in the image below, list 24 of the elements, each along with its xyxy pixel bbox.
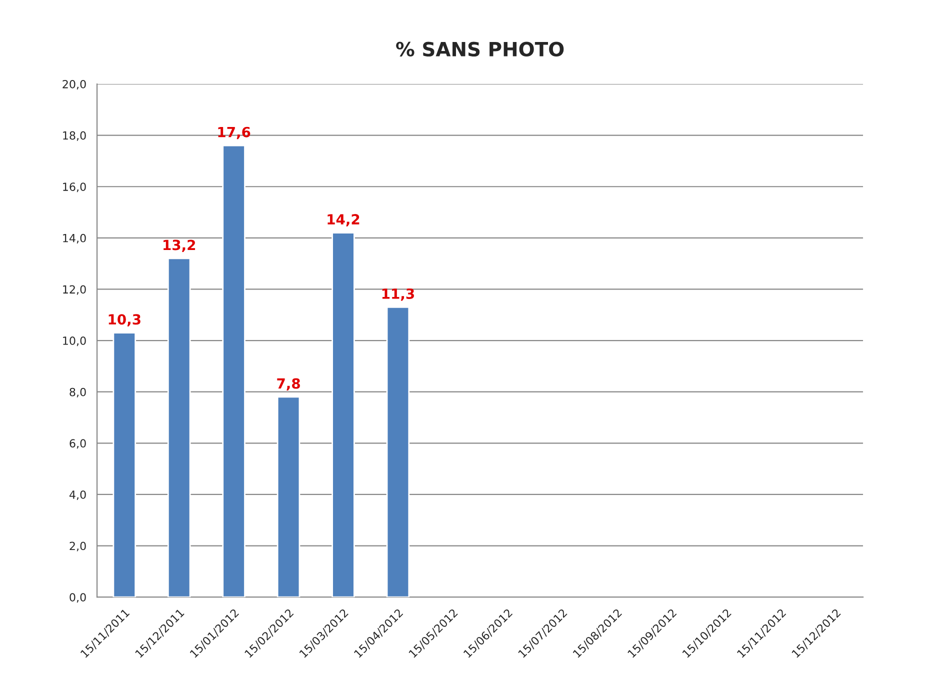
data-label: 14,2 bbox=[328, 214, 360, 226]
bar bbox=[222, 144, 246, 598]
y-tick-label: 10,0 bbox=[63, 336, 86, 346]
data-label: 11,3 bbox=[382, 288, 414, 301]
bar bbox=[167, 258, 191, 598]
data-label: 10,3 bbox=[108, 314, 140, 326]
y-tick-label: 6,0 bbox=[70, 439, 86, 449]
chart-title: % SANS PHOTO bbox=[396, 42, 564, 56]
y-tick-label: 8,0 bbox=[70, 388, 86, 398]
y-tick-label: 20,0 bbox=[62, 80, 86, 90]
y-tick-label: 18,0 bbox=[63, 131, 86, 141]
y-tick-label: 16,0 bbox=[63, 182, 86, 192]
y-tick-label: 2,0 bbox=[70, 542, 86, 552]
y-tick-label: 4,0 bbox=[69, 490, 86, 500]
data-label: 13,2 bbox=[164, 240, 196, 252]
y-tick-label: 0,0 bbox=[70, 593, 86, 603]
bar bbox=[386, 306, 410, 598]
bar bbox=[332, 232, 355, 598]
y-tick-label: 14,0 bbox=[63, 234, 86, 244]
bar bbox=[112, 332, 136, 598]
data-label: 17,6 bbox=[218, 126, 250, 140]
bar bbox=[276, 396, 300, 598]
y-tick-label: 12,0 bbox=[63, 285, 86, 295]
data-label: 7,8 bbox=[277, 378, 300, 391]
